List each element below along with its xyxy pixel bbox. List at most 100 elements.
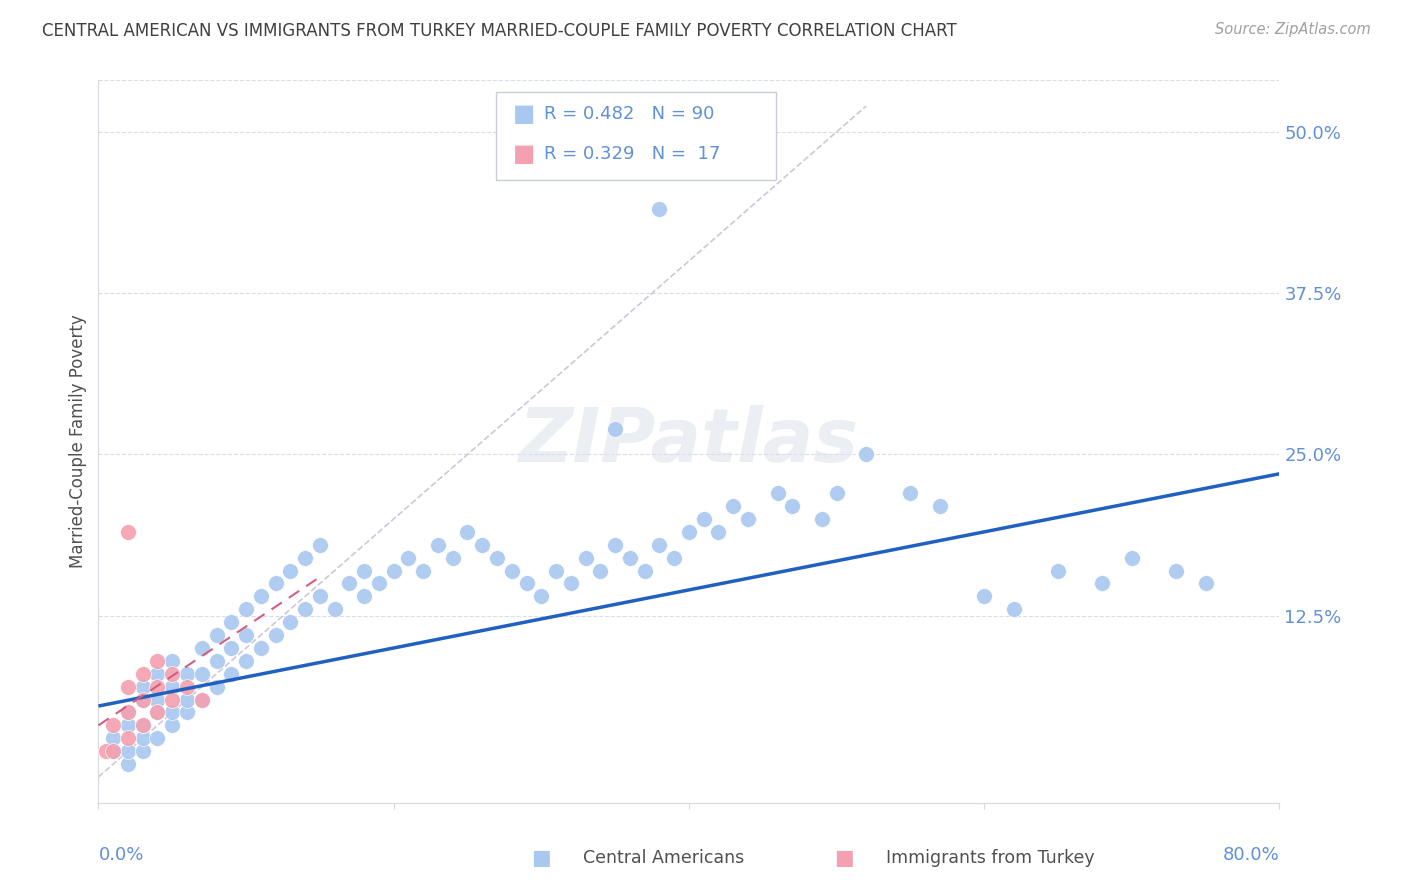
Text: ■: ■ [834, 848, 853, 868]
Point [723, 499, 745, 513]
Point [250, 640, 273, 655]
Point [162, 706, 183, 720]
Point [1166, 564, 1188, 578]
Point [146, 692, 169, 706]
Point [162, 680, 183, 694]
Point [294, 602, 316, 616]
Point [176, 680, 198, 694]
Point [221, 615, 243, 630]
Point [191, 666, 214, 681]
Point [648, 202, 671, 217]
Point [235, 602, 257, 616]
Point [176, 706, 198, 720]
Text: ■: ■ [513, 103, 536, 126]
Point [589, 564, 612, 578]
Point [103, 744, 125, 758]
Point [191, 692, 214, 706]
Text: ■: ■ [531, 848, 551, 868]
Point [1195, 576, 1218, 591]
Point [929, 499, 952, 513]
Point [855, 447, 877, 461]
Text: Central Americans: Central Americans [583, 849, 745, 867]
Text: R = 0.329   N =  17: R = 0.329 N = 17 [544, 145, 720, 163]
Point [117, 731, 139, 746]
Point [339, 576, 361, 591]
Point [205, 654, 228, 668]
Point [412, 564, 434, 578]
Y-axis label: Married-Couple Family Poverty: Married-Couple Family Poverty [69, 315, 87, 568]
Point [117, 718, 139, 732]
Point [1121, 550, 1143, 565]
Point [766, 486, 789, 500]
Point [132, 680, 155, 694]
Point [94, 744, 117, 758]
Point [146, 654, 169, 668]
Point [398, 550, 420, 565]
Point [146, 680, 169, 694]
Point [707, 524, 730, 539]
Point [103, 744, 125, 758]
Point [530, 590, 553, 604]
Point [162, 718, 183, 732]
Text: R = 0.482   N = 90: R = 0.482 N = 90 [544, 105, 714, 123]
Point [146, 706, 169, 720]
Point [309, 590, 332, 604]
Point [693, 512, 716, 526]
Point [560, 576, 582, 591]
Point [634, 564, 657, 578]
Point [221, 640, 243, 655]
Point [678, 524, 700, 539]
Point [176, 692, 198, 706]
Point [516, 576, 538, 591]
Point [323, 602, 346, 616]
Point [1091, 576, 1114, 591]
Point [664, 550, 686, 565]
Point [132, 692, 155, 706]
Point [810, 512, 832, 526]
Point [235, 628, 257, 642]
Point [900, 486, 922, 500]
Point [294, 550, 316, 565]
Point [117, 757, 139, 772]
Point [146, 706, 169, 720]
Point [457, 524, 479, 539]
Point [825, 486, 848, 500]
Point [205, 628, 228, 642]
Text: CENTRAL AMERICAN VS IMMIGRANTS FROM TURKEY MARRIED-COUPLE FAMILY POVERTY CORRELA: CENTRAL AMERICAN VS IMMIGRANTS FROM TURK… [42, 22, 957, 40]
Point [441, 550, 464, 565]
Point [619, 550, 641, 565]
Text: ■: ■ [513, 143, 536, 166]
Point [605, 422, 627, 436]
Point [382, 564, 405, 578]
Point [973, 590, 995, 604]
Point [575, 550, 598, 565]
Point [146, 731, 169, 746]
Point [117, 744, 139, 758]
Point [132, 731, 155, 746]
Point [353, 564, 375, 578]
Point [368, 576, 391, 591]
Point [427, 538, 450, 552]
Point [235, 654, 257, 668]
Point [221, 666, 243, 681]
Point [737, 512, 759, 526]
Point [103, 731, 125, 746]
Point [117, 524, 139, 539]
Point [264, 628, 287, 642]
Point [486, 550, 509, 565]
Text: ZIPatlas: ZIPatlas [519, 405, 859, 478]
Point [117, 680, 139, 694]
Point [132, 744, 155, 758]
Point [250, 590, 273, 604]
Point [1046, 564, 1070, 578]
Point [162, 692, 183, 706]
Point [132, 718, 155, 732]
Point [605, 538, 627, 552]
Point [191, 692, 214, 706]
Point [132, 692, 155, 706]
Point [501, 564, 523, 578]
Point [132, 666, 155, 681]
Point [176, 666, 198, 681]
Point [1002, 602, 1025, 616]
Point [264, 576, 287, 591]
